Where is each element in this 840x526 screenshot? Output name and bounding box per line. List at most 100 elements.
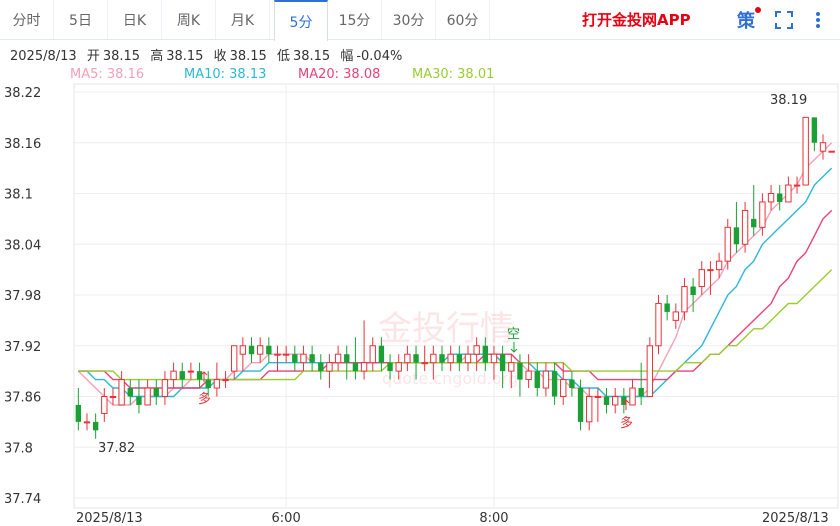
candle xyxy=(196,362,203,389)
y-tick-label: 37.8 xyxy=(4,441,33,456)
watermark-brand: 金投行情 xyxy=(378,309,514,349)
candle-series xyxy=(75,116,835,439)
tab-intraday[interactable]: 分时 xyxy=(0,0,54,39)
candle xyxy=(715,252,723,279)
candle xyxy=(569,371,575,397)
candle xyxy=(707,261,714,295)
candle xyxy=(239,337,247,372)
notification-dot xyxy=(755,7,761,13)
candle xyxy=(508,354,515,389)
y-tick-label: 37.74 xyxy=(4,492,41,507)
candle xyxy=(542,362,550,397)
candle xyxy=(733,201,740,253)
buy-arrow-2 xyxy=(622,399,630,410)
tab-15-min[interactable]: 15分 xyxy=(328,0,382,39)
candle xyxy=(205,371,211,397)
candle xyxy=(802,116,809,186)
tab-5-day[interactable]: 5日 xyxy=(54,0,108,39)
tab-5-min[interactable]: 5分 xyxy=(274,0,328,41)
ohlc-info-row: 2025/8/13 开 38.15 高 38.15 收 38.15 低 38.15 幅-… xyxy=(10,45,408,64)
buy-arrow-1 xyxy=(200,371,208,382)
candle xyxy=(413,345,419,380)
candle xyxy=(101,388,108,422)
candle xyxy=(646,337,654,397)
candle xyxy=(222,371,229,389)
candle xyxy=(777,185,783,211)
fullscreen-icon[interactable] xyxy=(772,8,796,32)
y-tick-label: 37.86 xyxy=(4,391,41,406)
candle xyxy=(447,345,454,372)
low-annotation: 37.82 xyxy=(98,441,135,456)
candle xyxy=(136,379,142,414)
candle xyxy=(127,379,133,405)
candle xyxy=(92,413,99,439)
change-label: 幅 xyxy=(340,49,354,64)
candle xyxy=(793,176,801,194)
candle xyxy=(655,295,662,355)
low-value: 38.15 xyxy=(292,49,331,64)
candle xyxy=(187,362,195,380)
candle xyxy=(213,362,221,397)
candle xyxy=(326,354,333,389)
candle xyxy=(490,345,498,380)
candle xyxy=(161,371,169,405)
y-tick-label: 37.98 xyxy=(4,289,41,304)
candle xyxy=(318,354,324,380)
chart-annotations: 38.19 37.82 多 空 多 xyxy=(98,93,807,456)
candle xyxy=(464,345,472,372)
candle xyxy=(456,345,463,372)
y-tick-label: 38.16 xyxy=(4,137,41,152)
change-value: -0.04% xyxy=(356,49,403,64)
candle xyxy=(266,337,272,363)
candle xyxy=(344,345,350,380)
tab-30-min[interactable]: 30分 xyxy=(382,0,436,39)
candle xyxy=(430,345,437,380)
y-tick-label: 38.22 xyxy=(4,86,41,101)
buy-signal-1: 多 xyxy=(198,391,211,407)
candle xyxy=(751,185,757,236)
candle xyxy=(621,388,627,414)
ma20-line xyxy=(78,209,833,389)
candle xyxy=(473,337,480,372)
candle xyxy=(819,134,827,160)
chart-grid xyxy=(73,83,839,509)
close-value: 38.15 xyxy=(229,49,267,64)
candle xyxy=(741,201,749,253)
candle xyxy=(525,354,532,389)
candle xyxy=(300,345,307,372)
x-tick-label: 2025/8/13 xyxy=(762,511,829,526)
tab-daily-k[interactable]: 日K xyxy=(108,0,162,39)
more-icon[interactable] xyxy=(806,8,830,32)
candle xyxy=(369,337,376,372)
candle xyxy=(811,117,818,152)
tab-monthly-k[interactable]: 月K xyxy=(216,0,270,39)
tab-weekly-k[interactable]: 周K xyxy=(162,0,216,39)
tab-60-min[interactable]: 60分 xyxy=(436,0,490,39)
buy-signal-2: 多 xyxy=(620,415,633,431)
candle xyxy=(603,388,610,414)
candle xyxy=(170,362,177,389)
candle xyxy=(248,337,255,363)
info-date: 2025/8/13 xyxy=(10,49,77,64)
candle xyxy=(421,345,428,372)
candle xyxy=(439,345,445,372)
ma5-legend: MA5: 38.16 xyxy=(70,67,145,82)
candle xyxy=(577,379,584,431)
candle xyxy=(638,362,644,405)
candle xyxy=(499,345,506,389)
candle xyxy=(586,388,593,431)
candle xyxy=(352,337,359,380)
close-label: 收 xyxy=(213,49,227,64)
candle xyxy=(334,345,342,372)
low-label: 低 xyxy=(276,49,290,64)
candle xyxy=(292,345,298,372)
candle xyxy=(759,193,766,236)
strategy-icon[interactable]: 策 xyxy=(737,11,755,32)
candle xyxy=(309,345,315,372)
ma10-legend: MA10: 38.13 xyxy=(184,67,267,82)
open-app-link[interactable]: 打开金投网APP xyxy=(582,11,691,29)
candle xyxy=(690,278,696,312)
candle xyxy=(681,278,688,321)
y-axis: 38.22 38.16 38.1 38.04 37.98 37.92 37.86 37.8 37… xyxy=(4,86,41,507)
